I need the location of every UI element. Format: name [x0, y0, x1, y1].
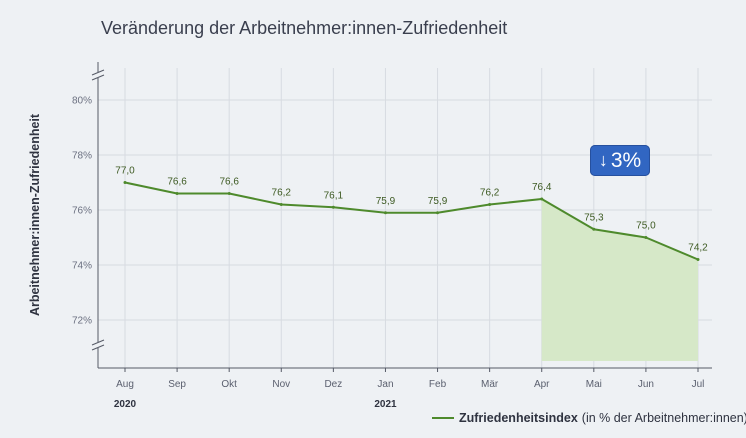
x-tick-label: Jul [692, 379, 705, 390]
data-point [644, 236, 648, 239]
x-tick-label: Apr [534, 379, 550, 390]
axis-break-gap [91, 72, 105, 78]
data-point [123, 181, 127, 184]
data-point [696, 258, 700, 261]
x-tick-label: Mär [481, 379, 499, 390]
data-label: 74,2 [688, 243, 708, 254]
data-point [331, 205, 335, 209]
x-tick-label: Jun [638, 379, 654, 390]
data-label: 76,6 [167, 177, 187, 188]
y-tick-label: 72% [72, 316, 92, 327]
axis-break-mark [91, 74, 105, 81]
legend-series-name: Zufriedenheitsindex [459, 411, 578, 425]
chart-title: Veränderung der Arbeitnehmer:innen-Zufri… [101, 18, 508, 38]
axis-break-gap [91, 342, 105, 348]
x-axis: Aug Sep Okt Nov Dez Jan Feb Mär Apr Mai Jun Jul 2020… [114, 368, 705, 410]
axis-break-mark [91, 339, 105, 346]
data-point [436, 211, 440, 215]
highlight-area [541, 199, 698, 361]
data-point [175, 192, 179, 195]
data-label: 76,2 [272, 188, 292, 199]
data-label: 76,6 [219, 177, 239, 188]
legend-swatch [432, 417, 454, 419]
data-labels: 77,0 76,6 76,6 76,2 76,1 75,9 75,9 76,2 76,4 75,3… [115, 166, 708, 254]
x-tick-label: Nov [272, 379, 290, 390]
year-label: 2020 [114, 399, 137, 410]
series-line [123, 181, 700, 261]
change-badge-value: 3% [610, 148, 642, 172]
x-tick-label: Dez [324, 379, 342, 390]
x-tick-label: Sep [168, 379, 186, 390]
series-line-zufriedenheitsindex [124, 181, 699, 261]
data-label: 76,2 [480, 188, 500, 199]
y-tick-label: 74% [72, 261, 92, 272]
legend-series-unit: (in % der Arbeitnehmer:innen) [581, 411, 746, 425]
axis-break-mark [91, 344, 105, 351]
x-tick-label: Mai [586, 379, 602, 390]
data-label: 75,3 [584, 212, 604, 223]
data-point [279, 203, 283, 206]
data-label: 76,4 [532, 182, 552, 193]
legend: Zufriedenheitsindex (in % der Arbeitnehm… [432, 411, 746, 425]
axis-break-mark [91, 69, 105, 76]
y-axis: 72% 74% 76% 78% 80% [72, 62, 712, 369]
data-label: 77,0 [115, 166, 135, 177]
x-tick-label: Feb [429, 379, 447, 390]
data-label: 76,1 [324, 190, 344, 201]
y-tick-label: 76% [72, 206, 92, 217]
data-point [540, 197, 544, 201]
data-point [488, 203, 492, 206]
x-tick-label: Okt [221, 379, 237, 390]
x-tick-label: Jan [377, 379, 393, 390]
y-tick-label: 78% [72, 151, 92, 162]
data-point [592, 227, 596, 231]
highlight-area-fill [541, 199, 698, 361]
y-axis-label: Arbeitnehmer:innen-Zufriedenheit [28, 113, 42, 316]
y-tick-label: 80% [72, 96, 92, 107]
data-point [383, 211, 387, 215]
data-label: 75,9 [376, 196, 396, 207]
data-point [227, 192, 231, 195]
change-badge: ↓ 3% [590, 145, 650, 176]
x-tick-label: Aug [116, 379, 134, 390]
year-label: 2021 [374, 399, 397, 410]
data-label: 75,9 [428, 196, 448, 207]
data-label: 75,0 [636, 221, 656, 232]
arrow-down-icon: ↓ [598, 150, 608, 170]
